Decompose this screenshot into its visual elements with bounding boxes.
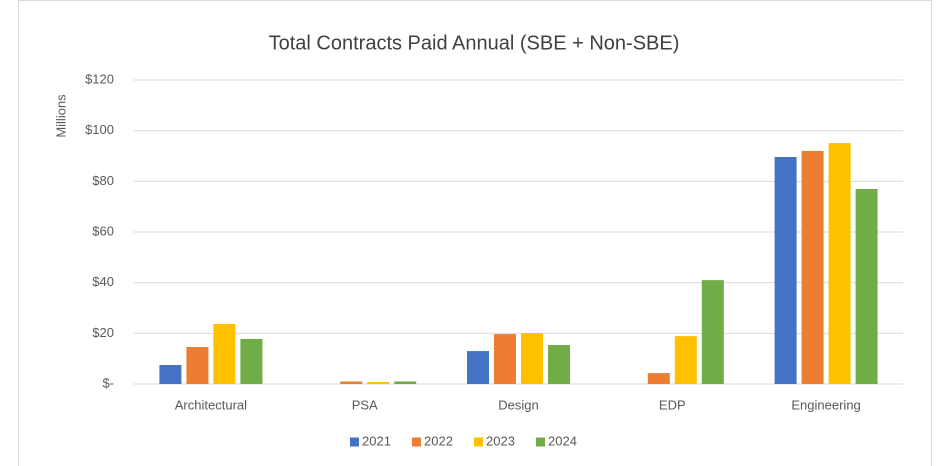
legend-label: 2022 — [424, 433, 453, 448]
y-axis-label: Millions — [53, 94, 68, 138]
x-tick-label: PSA — [352, 397, 378, 412]
bar — [159, 365, 182, 384]
bar — [674, 336, 697, 384]
x-tick-label: Architectural — [175, 397, 247, 412]
chart-title: Total Contracts Paid Annual (SBE + Non-S… — [269, 32, 680, 54]
legend-label: 2021 — [362, 433, 391, 448]
bar — [647, 373, 670, 384]
y-tick-label: $100 — [85, 122, 114, 137]
y-tick-label: $40 — [92, 274, 114, 289]
bar — [855, 188, 878, 384]
bar — [213, 323, 236, 384]
legend-swatch — [412, 437, 421, 447]
legend-label: 2024 — [548, 433, 577, 448]
legend-swatch — [474, 437, 483, 447]
legend-label: 2023 — [486, 433, 515, 448]
y-tick-label: $20 — [92, 325, 114, 340]
bar — [774, 157, 797, 384]
y-tick-label: $80 — [92, 173, 114, 188]
bar — [701, 280, 724, 384]
bar — [394, 381, 417, 384]
bar — [340, 381, 363, 384]
bar — [494, 334, 516, 384]
bar — [367, 381, 390, 384]
legend-swatch — [350, 437, 359, 447]
x-tick-label: Design — [498, 397, 538, 412]
bar — [548, 344, 570, 384]
y-tick-label: $60 — [92, 223, 114, 238]
legend-swatch — [536, 437, 545, 447]
bar — [521, 333, 543, 384]
x-tick-label: Engineering — [791, 397, 860, 412]
bar — [467, 351, 489, 384]
bar — [828, 143, 851, 384]
y-tick-label: $- — [102, 375, 114, 390]
x-tick-label: EDP — [659, 397, 686, 412]
bar — [240, 338, 263, 384]
y-tick-label: $120 — [85, 71, 114, 86]
bar — [801, 150, 824, 384]
bar — [186, 347, 209, 384]
